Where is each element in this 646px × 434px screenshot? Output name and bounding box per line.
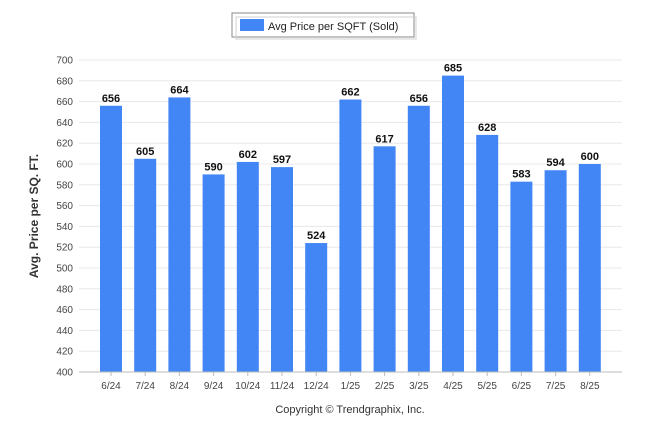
y-axis-title: Avg. Price per SQ. FT. (27, 154, 41, 278)
x-tick-label: 9/24 (204, 381, 224, 392)
y-tick-label: 460 (56, 305, 73, 316)
legend: Avg Price per SQFT (Sold) (231, 12, 417, 40)
bar-value-label: 583 (512, 169, 530, 181)
bar-value-label: 605 (136, 146, 154, 158)
bar[interactable] (271, 167, 293, 372)
bar-value-label: 662 (341, 87, 359, 99)
bar[interactable] (373, 146, 396, 372)
bar-value-label: 656 (102, 93, 120, 105)
bar[interactable] (202, 174, 225, 372)
data-labels: 656 605 664 590 602 597 524 662 617 656 685 628 583 5… (102, 63, 599, 242)
y-tick-label: 440 (56, 326, 73, 337)
y-tick-label: 700 (56, 56, 73, 67)
x-tick-label: 1/25 (341, 381, 361, 392)
y-tick-label: 500 (56, 264, 73, 275)
x-tick-label: 4/25 (443, 381, 463, 392)
x-tick-label: 10/24 (235, 381, 260, 392)
bar-value-label: 600 (581, 151, 599, 163)
bar-value-label: 664 (170, 84, 189, 96)
y-tick-label: 660 (56, 97, 73, 108)
y-tick-label: 420 (56, 347, 73, 358)
bar[interactable] (442, 75, 464, 372)
y-tick-label: 400 (56, 368, 73, 379)
bar-value-label: 617 (375, 133, 393, 145)
x-tick-label: 5/25 (477, 381, 497, 392)
bars (100, 75, 601, 373)
bar-value-label: 590 (204, 161, 222, 173)
y-tick-label: 560 (56, 201, 73, 212)
bar[interactable] (134, 158, 157, 372)
y-tick-label: 600 (56, 160, 73, 171)
y-tick-label: 480 (56, 284, 73, 295)
x-tick-label: 12/24 (304, 381, 329, 392)
bar[interactable] (510, 181, 533, 372)
x-tick-label: 8/24 (170, 381, 190, 392)
legend-swatch (240, 19, 264, 31)
x-tick-label: 7/25 (546, 381, 566, 392)
y-tick-label: 680 (56, 76, 73, 87)
bar[interactable] (339, 99, 362, 373)
bar-value-label: 656 (410, 93, 428, 105)
bar-value-label: 594 (546, 157, 565, 169)
y-tick-label: 580 (56, 180, 73, 191)
y-tick-label: 540 (56, 222, 73, 233)
bar-value-label: 597 (273, 154, 291, 166)
legend-label: Avg Price per SQFT (Sold) (268, 21, 398, 33)
x-tick-label: 6/25 (512, 381, 532, 392)
x-tick-label: 8/25 (580, 381, 600, 392)
bar[interactable] (168, 97, 191, 372)
bar[interactable] (305, 243, 328, 372)
bar[interactable] (407, 105, 430, 372)
x-tick-label: 11/24 (270, 381, 295, 392)
bar[interactable] (544, 170, 567, 372)
x-tick-label: 3/25 (409, 381, 429, 392)
x-tick-label: 6/24 (101, 381, 121, 392)
bar-value-label: 628 (478, 122, 496, 134)
bar[interactable] (236, 161, 259, 372)
legend-shadow (235, 16, 417, 40)
y-tick-label: 640 (56, 118, 73, 129)
bar-value-label: 602 (239, 149, 257, 161)
x-tick-label: 7/24 (135, 381, 155, 392)
y-axis-ticks: 400 420 440 460 480 500 520 540 560 580 600 620 640 6… (56, 56, 73, 379)
y-tick-label: 620 (56, 139, 73, 150)
x-axis-ticks: 6/24 7/24 8/24 9/24 10/24 11/24 12/24 1/25 2/25 3… (101, 372, 600, 392)
copyright-text: Copyright © Trendgraphix, Inc. (275, 404, 424, 416)
bar[interactable] (100, 105, 122, 372)
bar-value-label: 524 (307, 230, 326, 242)
y-tick-label: 520 (56, 243, 73, 254)
x-tick-label: 2/25 (375, 381, 395, 392)
bar-value-label: 685 (444, 63, 462, 75)
bar[interactable] (578, 164, 601, 372)
bar[interactable] (476, 134, 499, 372)
